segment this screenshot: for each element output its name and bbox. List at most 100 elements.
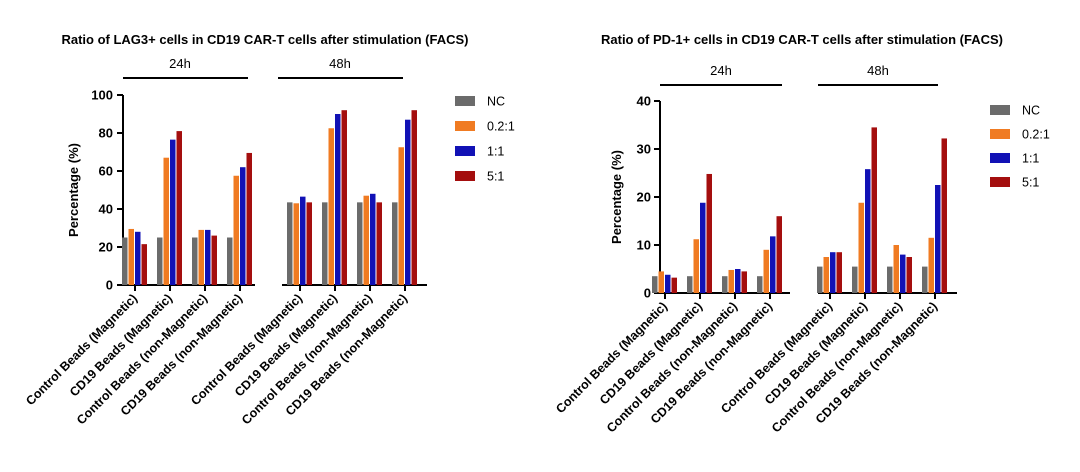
bar-11-5 [335, 114, 341, 285]
bar-NC-5 [852, 266, 858, 293]
bar-51-6 [906, 257, 912, 293]
bar-11-3 [770, 236, 776, 293]
bar-021-1 [163, 157, 169, 285]
bar-51-2 [211, 235, 217, 285]
bar-51-1 [706, 173, 712, 293]
bar-NC-4 [287, 202, 293, 285]
bar-NC-6 [357, 202, 363, 285]
bar-11-0 [135, 231, 141, 285]
bar-11-6 [900, 254, 906, 293]
bar-51-0 [141, 244, 147, 285]
bar-021-3 [763, 249, 769, 293]
legend-swatch [455, 121, 475, 131]
chart-pd1: Ratio of PD-1+ cells in CD19 CAR-T cells… [553, 32, 1050, 435]
bar-NC-6 [887, 266, 893, 293]
bar-NC-5 [322, 202, 328, 285]
bar-11-1 [170, 139, 176, 285]
bar-51-2 [741, 271, 747, 293]
y-tick-label: 20 [637, 190, 651, 205]
chart-lag3: Ratio of LAG3+ cells in CD19 CAR-T cells… [23, 32, 515, 427]
legend-label: 0.2:1 [1022, 128, 1050, 142]
bar-021-6 [893, 245, 899, 293]
bar-NC-7 [922, 266, 928, 293]
legend-label: NC [487, 95, 505, 109]
bar-51-4 [306, 202, 312, 285]
bar-NC-3 [757, 276, 763, 293]
bar-NC-1 [687, 276, 693, 293]
legend-swatch [455, 171, 475, 181]
chart-title: Ratio of LAG3+ cells in CD19 CAR-T cells… [61, 32, 468, 47]
bar-11-2 [735, 269, 741, 293]
bar-11-0 [665, 274, 671, 293]
bar-021-6 [363, 195, 369, 285]
legend-label: 5:1 [487, 170, 504, 184]
bar-51-4 [836, 252, 842, 293]
bar-021-5 [328, 128, 334, 285]
y-axis-title: Percentage (%) [609, 150, 624, 244]
bar-51-3 [246, 152, 252, 285]
legend-swatch [455, 146, 475, 156]
bar-021-2 [198, 229, 204, 285]
bar-021-7 [398, 147, 404, 285]
y-tick-label: 10 [637, 238, 651, 253]
x-tick-label: Control Beads (non-Magnetic) [604, 299, 740, 435]
group-label: 48h [329, 56, 351, 71]
bar-NC-2 [722, 276, 728, 293]
legend-swatch [990, 177, 1010, 187]
group-label: 24h [169, 56, 191, 71]
legend-swatch [455, 96, 475, 106]
bar-11-5 [865, 169, 871, 293]
y-tick-label: 40 [99, 202, 113, 217]
bar-11-4 [300, 196, 306, 285]
bar-51-6 [376, 202, 382, 285]
bar-021-7 [928, 237, 934, 293]
group-label: 48h [867, 63, 889, 78]
bar-NC-4 [817, 266, 823, 293]
y-tick-label: 0 [106, 278, 113, 293]
bar-021-5 [858, 202, 864, 293]
bar-NC-0 [652, 276, 658, 293]
bar-021-0 [658, 271, 664, 293]
bar-021-0 [128, 228, 134, 285]
bar-11-7 [405, 119, 411, 285]
group-label: 24h [710, 63, 732, 78]
bar-021-4 [293, 203, 299, 285]
bar-11-2 [205, 229, 211, 285]
bar-51-7 [411, 110, 417, 285]
legend-swatch [990, 153, 1010, 163]
y-axis-title: Percentage (%) [66, 143, 81, 237]
x-tick-label: Control Beads (non-Magnetic) [239, 291, 375, 427]
legend-swatch [990, 105, 1010, 115]
bar-51-0 [671, 277, 677, 293]
bar-NC-2 [192, 237, 198, 285]
y-tick-label: 20 [99, 240, 113, 255]
bar-021-1 [693, 239, 699, 293]
bar-NC-3 [227, 237, 233, 285]
legend-label: 0.2:1 [487, 120, 515, 134]
bar-11-3 [240, 167, 246, 285]
y-tick-label: 80 [99, 126, 113, 141]
bar-51-7 [941, 138, 947, 293]
bar-NC-7 [392, 202, 398, 285]
chart-title: Ratio of PD-1+ cells in CD19 CAR-T cells… [601, 32, 1003, 47]
bar-021-4 [823, 257, 829, 293]
legend-swatch [990, 129, 1010, 139]
bar-51-1 [176, 131, 182, 285]
legend-label: 5:1 [1022, 176, 1039, 190]
bar-021-2 [728, 269, 734, 293]
bar-51-5 [341, 110, 347, 285]
legend-label: NC [1022, 104, 1040, 118]
bar-11-6 [370, 193, 376, 285]
x-tick-label: Control Beads (non-Magnetic) [74, 291, 210, 427]
y-tick-label: 30 [637, 142, 651, 157]
y-tick-label: 0 [644, 286, 651, 301]
legend-label: 1:1 [487, 145, 504, 159]
bar-51-3 [776, 216, 782, 293]
y-tick-label: 100 [91, 88, 113, 103]
y-tick-label: 40 [637, 94, 651, 109]
bar-NC-1 [157, 237, 163, 285]
bar-11-4 [830, 252, 836, 293]
y-tick-label: 60 [99, 164, 113, 179]
x-tick-label: Control Beads (non-Magnetic) [769, 299, 905, 435]
